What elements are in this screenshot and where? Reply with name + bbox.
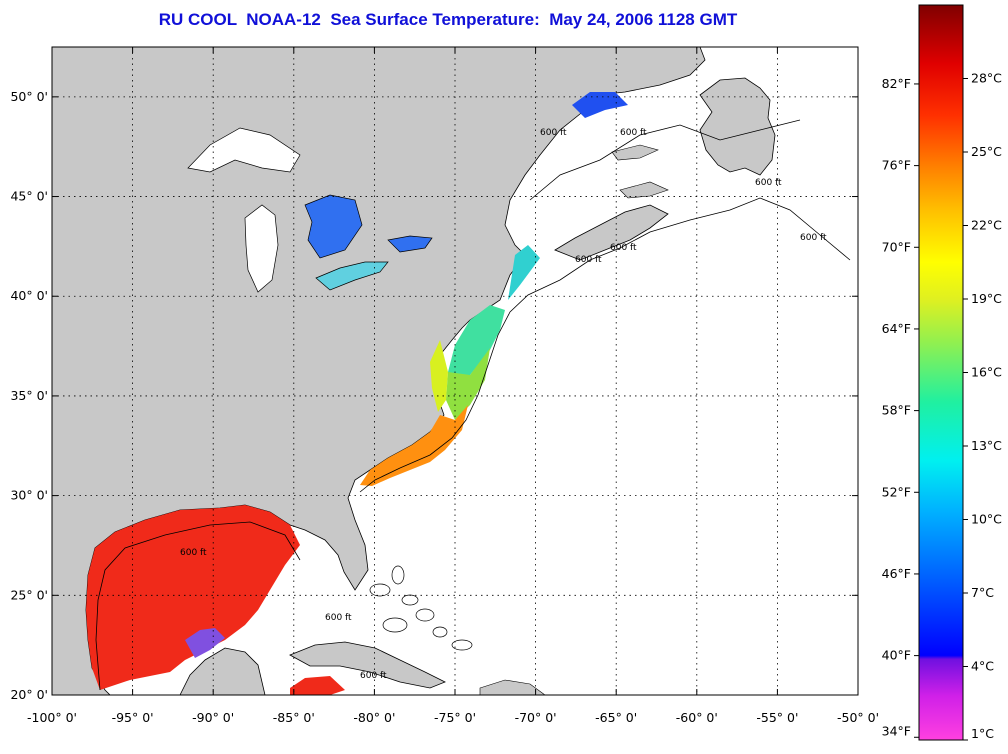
celsius-labels: 1°C 4°C 7°C 10°C 13°C 16°C 19°C 22°C 25°C 28°C: [971, 71, 1002, 742]
sa-bight-sst: [360, 405, 468, 486]
fahrenheit-label: 40°F: [882, 648, 911, 663]
lon-tick-label: -95° 0': [112, 710, 154, 725]
lon-tick-label: -70° 0': [515, 710, 557, 725]
celsius-label: 25°C: [971, 144, 1002, 159]
celsius-label: 16°C: [971, 365, 1002, 380]
yucatan-land: [179, 647, 266, 695]
anticosti-land: [611, 144, 659, 161]
lat-tick-label: 35° 0': [10, 388, 48, 403]
celsius-label: 19°C: [971, 291, 1002, 306]
pei-land: [619, 181, 669, 199]
hispaniola-land: [479, 679, 546, 695]
isobath-label-8: 600 ft: [325, 613, 352, 623]
gulf-cold-patch: [185, 628, 225, 658]
celsius-label: 13°C: [971, 438, 1002, 453]
lon-tick-label: -65° 0': [595, 710, 637, 725]
lat-tick-label: 30° 0': [10, 488, 48, 503]
isobath-label-4: 600 ft: [610, 243, 637, 253]
lat-tick-label: 45° 0': [10, 189, 48, 204]
lon-tick-label: -50° 0': [837, 710, 879, 725]
isobath-label-7: 600 ft: [180, 548, 207, 558]
celsius-label: 28°C: [971, 71, 1002, 86]
celsius-label: 10°C: [971, 512, 1002, 527]
lake-erie: [315, 261, 389, 291]
lon-tick-label: -80° 0': [353, 710, 395, 725]
isobath-label-3: 600 ft: [575, 255, 602, 265]
map-tick-marks: [51, 47, 859, 696]
newfoundland-land: [699, 77, 776, 176]
isobath-label-2: 600 ft: [620, 128, 647, 138]
lon-tick-label: -60° 0': [676, 710, 718, 725]
lon-tick-label: -75° 0': [434, 710, 476, 725]
isobath-label-9: 600 ft: [360, 671, 387, 681]
nj-shelf-sst: [448, 305, 505, 390]
nova-scotia-land: [554, 204, 669, 261]
fahrenheit-label: 34°F: [882, 723, 911, 738]
lat-tick-label: 50° 0': [10, 89, 48, 104]
isobath-label-6: 600 ft: [755, 178, 782, 188]
colorbar: [918, 4, 964, 741]
isobath-labels: 600 ft 600 ft 600 ft 600 ft 600 ft 600 f…: [180, 128, 827, 681]
lon-tick-label: -85° 0': [273, 710, 315, 725]
mid-atlantic-sst: [508, 245, 540, 300]
bahamas-islands: [369, 565, 473, 651]
fahrenheit-labels: 34°F 40°F 46°F 52°F 58°F 64°F 70°F 76°F 82°F: [882, 76, 911, 738]
gulf-of-mexico-sst: [86, 505, 300, 690]
latitude-labels: 20° 0' 25° 0' 30° 0' 35° 0' 40° 0' 45° 0' 50° …: [10, 89, 48, 702]
fahrenheit-label: 76°F: [882, 158, 911, 173]
fahrenheit-label: 58°F: [882, 403, 911, 418]
chart-title: RU COOL NOAA-12 Sea Surface Temperature:…: [158, 10, 738, 29]
st-lawrence-sst: [572, 92, 628, 118]
chesapeake-sst: [430, 340, 448, 412]
cuba-land: [289, 641, 446, 689]
celsius-label: 7°C: [971, 585, 994, 600]
isobath-600ft: [95, 119, 851, 691]
great-lakes: [187, 127, 433, 293]
fahrenheit-label: 52°F: [882, 484, 911, 499]
celsius-label: 1°C: [971, 726, 994, 741]
celsius-label: 4°C: [971, 659, 994, 674]
lat-tick-label: 20° 0': [10, 687, 48, 702]
lon-tick-label: -100° 0': [27, 710, 77, 725]
fahrenheit-label: 64°F: [882, 321, 911, 336]
nc-shelf-sst: [446, 348, 490, 420]
lon-tick-label: -90° 0': [192, 710, 234, 725]
lake-superior: [187, 127, 301, 173]
colorbar-ticks: [914, 78, 968, 741]
lake-ontario: [387, 235, 433, 253]
celsius-label: 22°C: [971, 218, 1002, 233]
lat-tick-label: 25° 0': [10, 587, 48, 602]
isobath-label-5: 600 ft: [800, 233, 827, 243]
fahrenheit-label: 46°F: [882, 566, 911, 581]
lake-michigan: [244, 204, 279, 293]
lon-tick-label: -55° 0': [756, 710, 798, 725]
longitude-labels: -100° 0' -95° 0' -90° 0' -85° 0' -80° 0' -75°…: [27, 710, 879, 725]
fahrenheit-label: 82°F: [882, 76, 911, 91]
fahrenheit-label: 70°F: [882, 239, 911, 254]
map-gridlines: [52, 47, 858, 695]
caribbean-sst: [290, 676, 345, 695]
isobath-label-1: 600 ft: [540, 128, 567, 138]
map-plot-area: 600 ft 600 ft 600 ft 600 ft 600 ft 600 f…: [52, 47, 858, 695]
lat-tick-label: 40° 0': [10, 288, 48, 303]
